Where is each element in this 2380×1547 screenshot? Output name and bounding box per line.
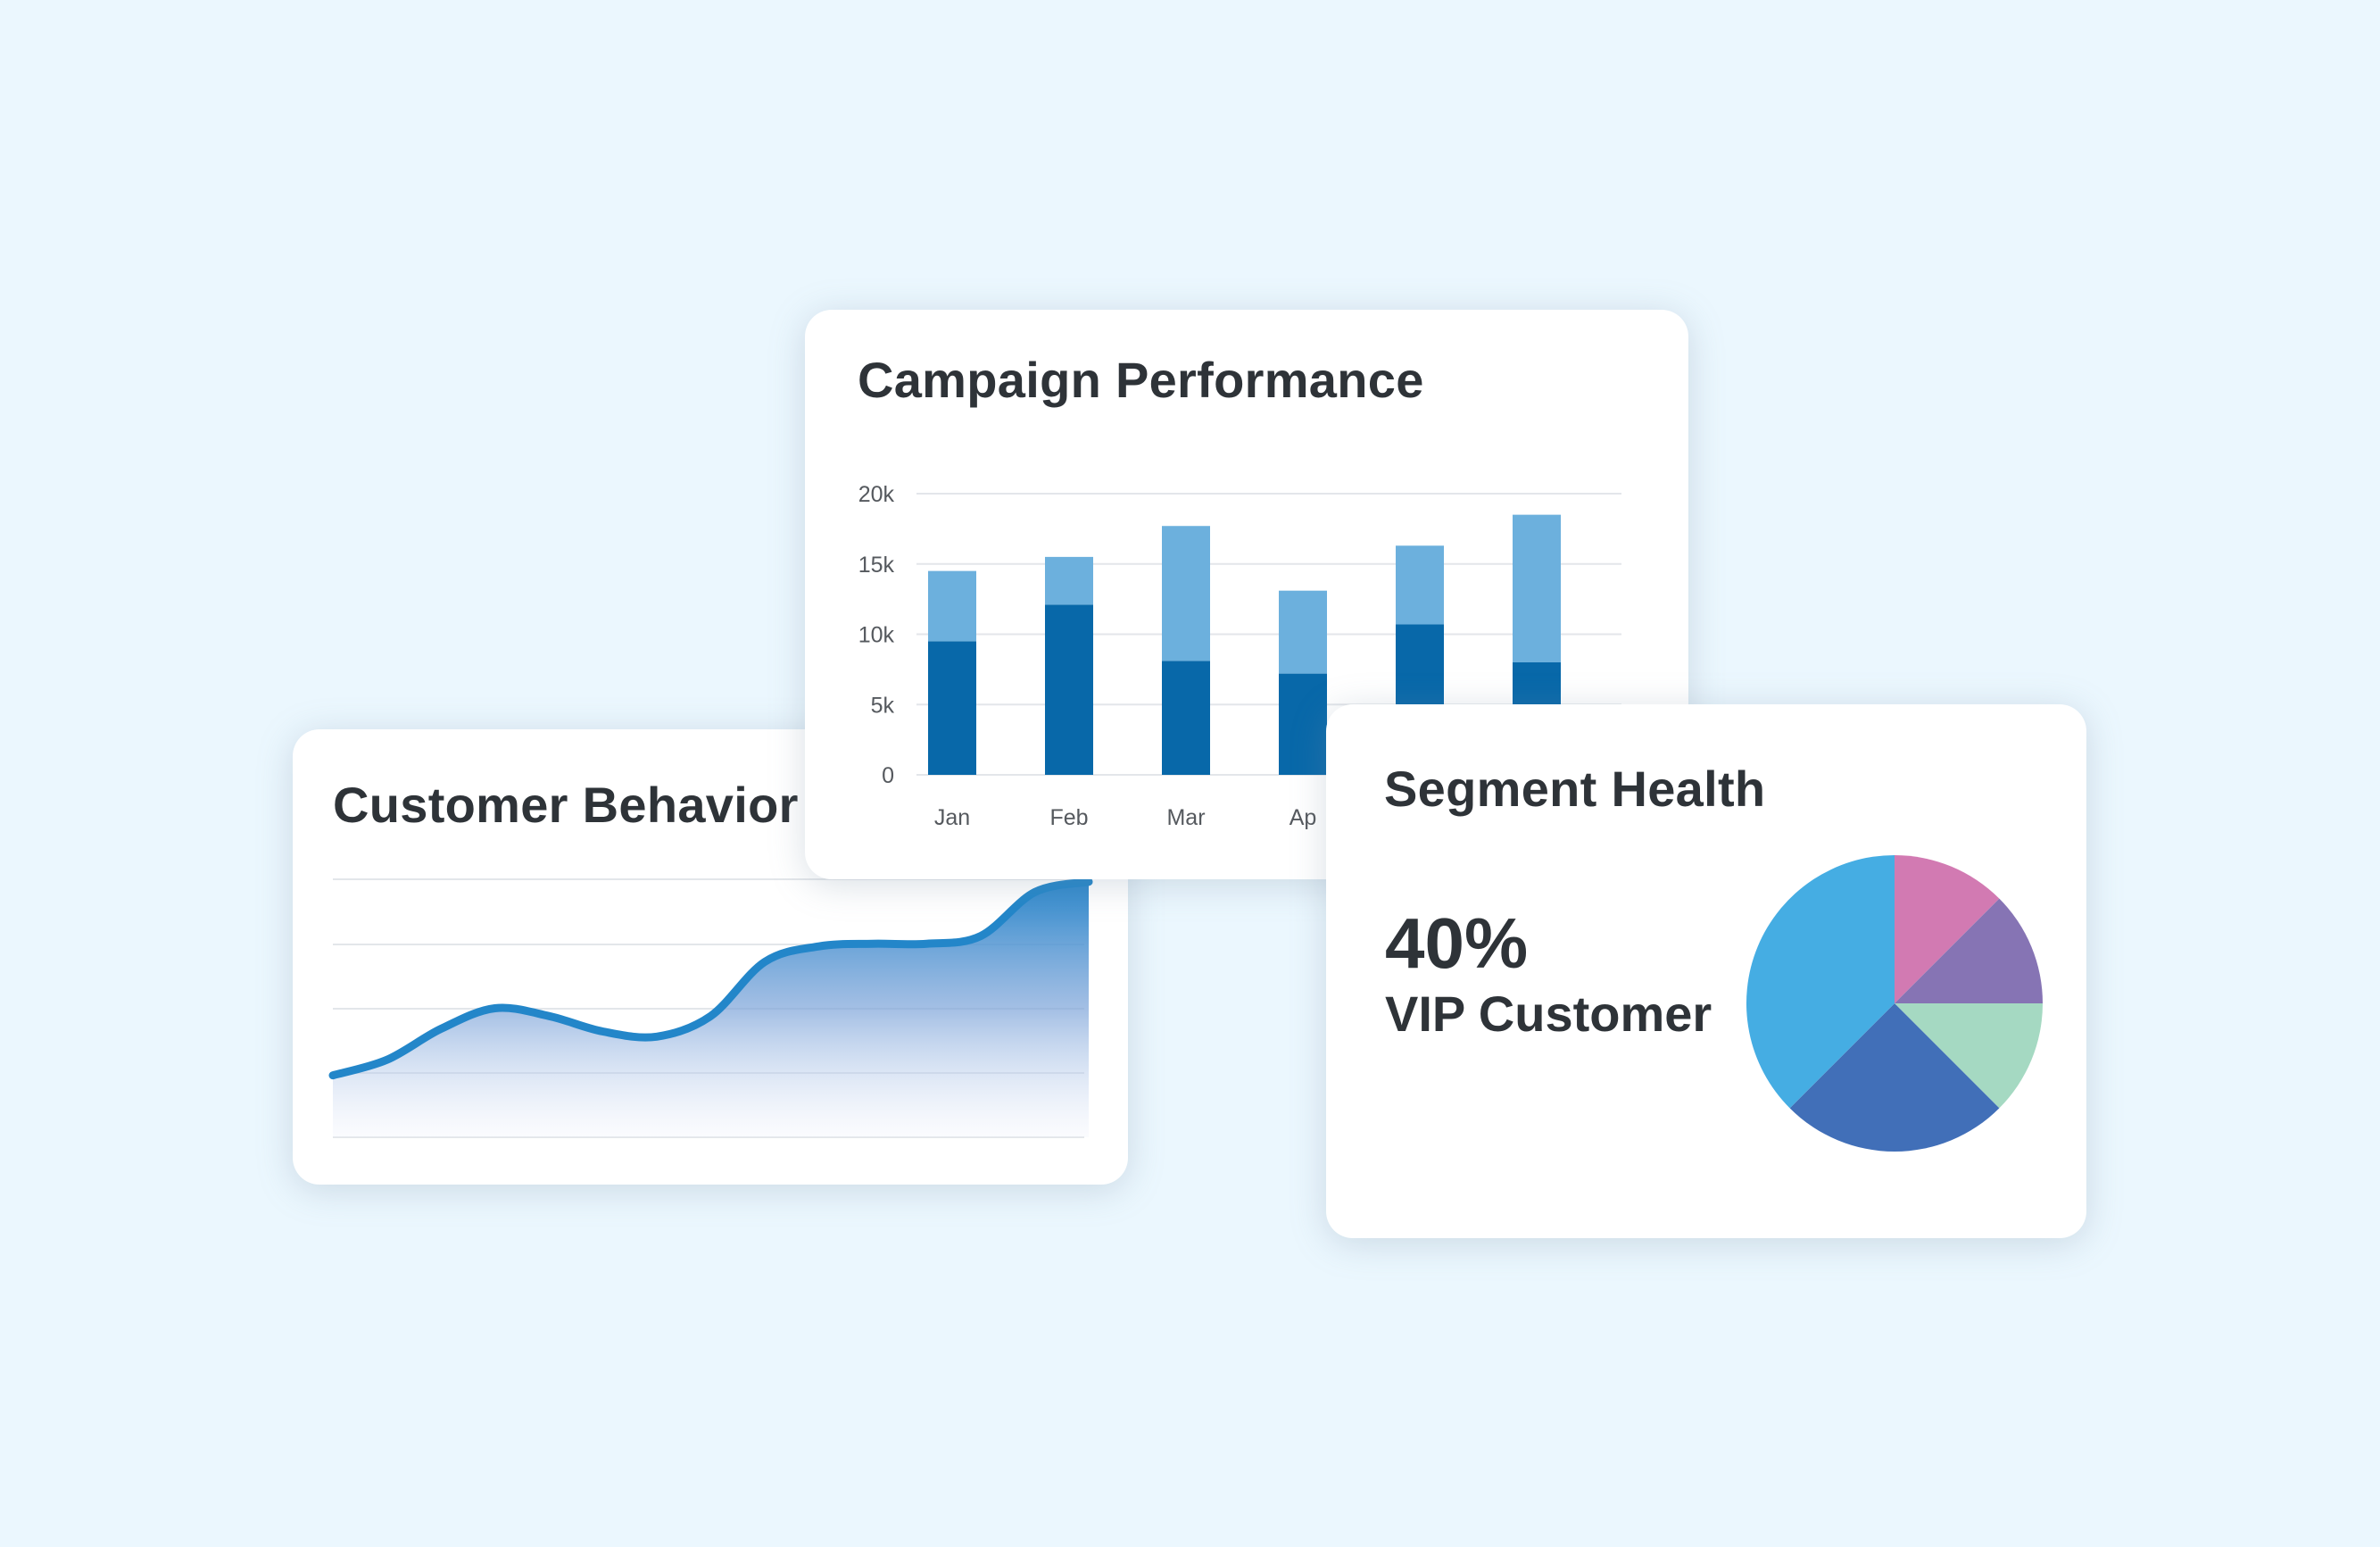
y-tick-label: 0: [882, 763, 894, 788]
campaign-performance-card: Campaign Performance 0 5k 10k 15k 20k Jan Feb…: [805, 310, 1688, 879]
y-tick-label: 10k: [858, 623, 895, 648]
segment-percentage: 40%: [1385, 903, 1529, 983]
card-title: Campaign Performance: [858, 352, 1424, 408]
segment-health-card: Segment Health 40% VIP Customer: [1326, 704, 2086, 1238]
y-tick-label: 20k: [858, 482, 895, 507]
segment-label: VIP Customer: [1385, 986, 1712, 1042]
x-tick-label: Ap: [1290, 805, 1317, 830]
x-tick-label: Jan: [934, 805, 970, 830]
pie-slice: [1895, 855, 2000, 1003]
bar-segment-light: [1513, 514, 1561, 662]
y-tick-label: 15k: [858, 553, 895, 578]
bar-segment-light: [1396, 545, 1444, 625]
bar-segment-light: [1045, 556, 1093, 605]
pie-slice: [1895, 1003, 2043, 1109]
x-tick-label: Feb: [1049, 805, 1088, 830]
bar-segment-light: [1279, 590, 1327, 674]
bar-segment-dark: [1045, 604, 1093, 775]
y-tick-label: 5k: [871, 693, 895, 718]
bar-segment-light: [928, 570, 976, 642]
bar-segment-light: [1162, 526, 1210, 661]
card-title: Customer Behavior: [333, 777, 799, 833]
pie-slice: [1789, 1003, 2000, 1152]
pie-slice: [1895, 898, 2043, 1003]
customer-behavior-chart: [328, 877, 1093, 1138]
bar-segment-dark: [1162, 661, 1210, 775]
bar-segment-dark: [928, 641, 976, 775]
x-tick-label: Mar: [1166, 805, 1205, 830]
segment-pie-chart: [1746, 855, 2043, 1152]
bar-segment-dark: [1279, 673, 1327, 775]
pie-slice: [1746, 855, 1895, 1109]
card-title: Segment Health: [1384, 761, 1766, 817]
area-line: [328, 877, 1093, 1080]
